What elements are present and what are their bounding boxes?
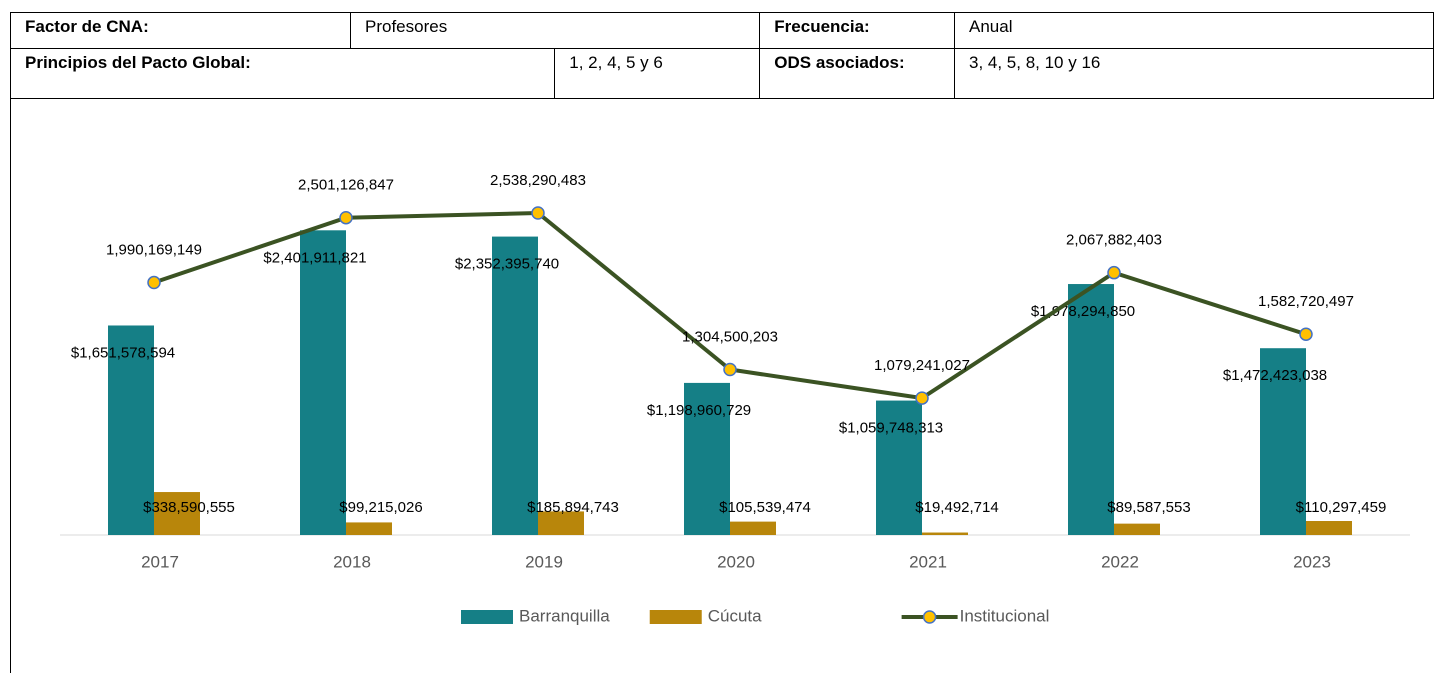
data-label: $1,472,423,038 [1223, 367, 1327, 384]
bar [1260, 348, 1306, 535]
cell: 1, 2, 4, 5 y 6 [554, 48, 761, 99]
bar [684, 382, 730, 535]
cell: 3, 4, 5, 8, 10 y 16 [954, 48, 1434, 99]
cell: Principios del Pacto Global: [9, 48, 556, 99]
bar [1068, 284, 1114, 535]
data-label: 1,079,241,027 [874, 357, 970, 374]
data-label: 2,538,290,483 [490, 172, 586, 189]
info-table: Factor de CNA: Profesores Frecuencia: An… [9, 12, 1434, 99]
bar [876, 400, 922, 535]
bar [922, 532, 968, 535]
x-tick-label: 2020 [717, 552, 755, 571]
bar [346, 522, 392, 535]
legend-label: Cúcuta [708, 606, 762, 625]
data-label: $105,539,474 [719, 499, 811, 516]
bar [492, 236, 538, 535]
legend-label: Barranquilla [519, 606, 610, 625]
bar [1306, 521, 1352, 535]
legend-swatch [461, 610, 513, 624]
x-tick-label: 2017 [141, 552, 179, 571]
data-label: $89,587,553 [1107, 499, 1190, 516]
legend-label: Institucional [960, 606, 1050, 625]
data-label: 1,582,720,497 [1258, 293, 1354, 310]
marker [339, 210, 353, 225]
data-label: $1,198,960,729 [647, 402, 751, 419]
marker [723, 362, 737, 377]
data-label: 2,067,882,403 [1066, 232, 1162, 249]
cell: Profesores [349, 12, 761, 49]
cell: Anual [954, 12, 1434, 49]
data-label: $338,590,555 [143, 499, 235, 516]
legend-swatch [922, 610, 937, 624]
cell: ODS asociados: [759, 48, 955, 99]
x-tick-label: 2022 [1101, 552, 1139, 571]
bar [300, 230, 346, 535]
marker [1299, 327, 1313, 341]
x-tick-label: 2023 [1293, 552, 1331, 571]
data-label: $185,894,743 [527, 499, 619, 516]
x-tick-label: 2021 [909, 552, 947, 571]
marker [531, 206, 545, 220]
data-label: $2,352,395,740 [455, 256, 559, 273]
data-label: $19,492,714 [915, 499, 998, 516]
marker [915, 391, 929, 405]
x-tick-label: 2018 [333, 552, 371, 571]
bar [1114, 523, 1160, 535]
bar [538, 511, 584, 535]
bar [154, 492, 200, 535]
bar [108, 325, 154, 535]
marker [1107, 265, 1121, 280]
marker [147, 275, 161, 290]
cell: Factor de CNA: [10, 12, 351, 49]
data-label: $1,651,578,594 [71, 344, 175, 361]
data-label: 1,990,169,149 [106, 242, 202, 259]
data-label: $99,215,026 [339, 499, 422, 516]
x-tick-label: 2019 [525, 552, 563, 571]
legend-swatch [649, 610, 702, 624]
data-label: $2,401,911,821 [263, 249, 366, 266]
data-label: $110,297,459 [1296, 499, 1387, 516]
bar [730, 521, 776, 535]
data-label: 2,501,126,847 [298, 177, 394, 194]
data-label: $1,059,748,313 [839, 420, 943, 437]
data-label: 1,304,500,203 [682, 328, 778, 345]
data-label: $1,978,294,850 [1031, 303, 1135, 320]
